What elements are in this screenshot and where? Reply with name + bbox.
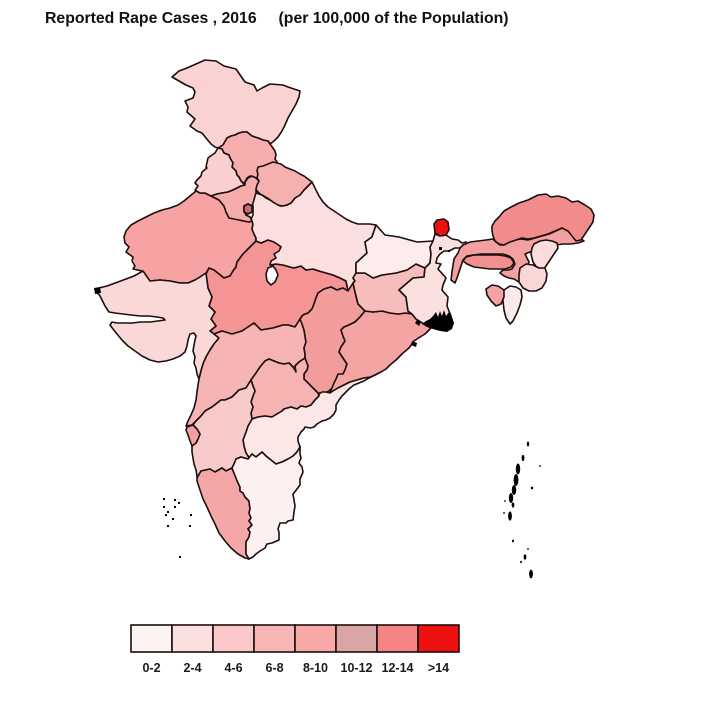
svg-text:2-4: 2-4	[183, 661, 201, 675]
svg-text:4-6: 4-6	[224, 661, 242, 675]
svg-text:12-14: 12-14	[382, 661, 414, 675]
svg-text:6-8: 6-8	[265, 661, 283, 675]
svg-text:0-2: 0-2	[142, 661, 160, 675]
svg-text:8-10: 8-10	[303, 661, 328, 675]
svg-text:10-12: 10-12	[341, 661, 373, 675]
svg-text:>14: >14	[428, 661, 449, 675]
svg-text:Reported Rape Cases , 2016: Reported Rape Cases , 2016 (per 100,000 …	[45, 10, 509, 27]
